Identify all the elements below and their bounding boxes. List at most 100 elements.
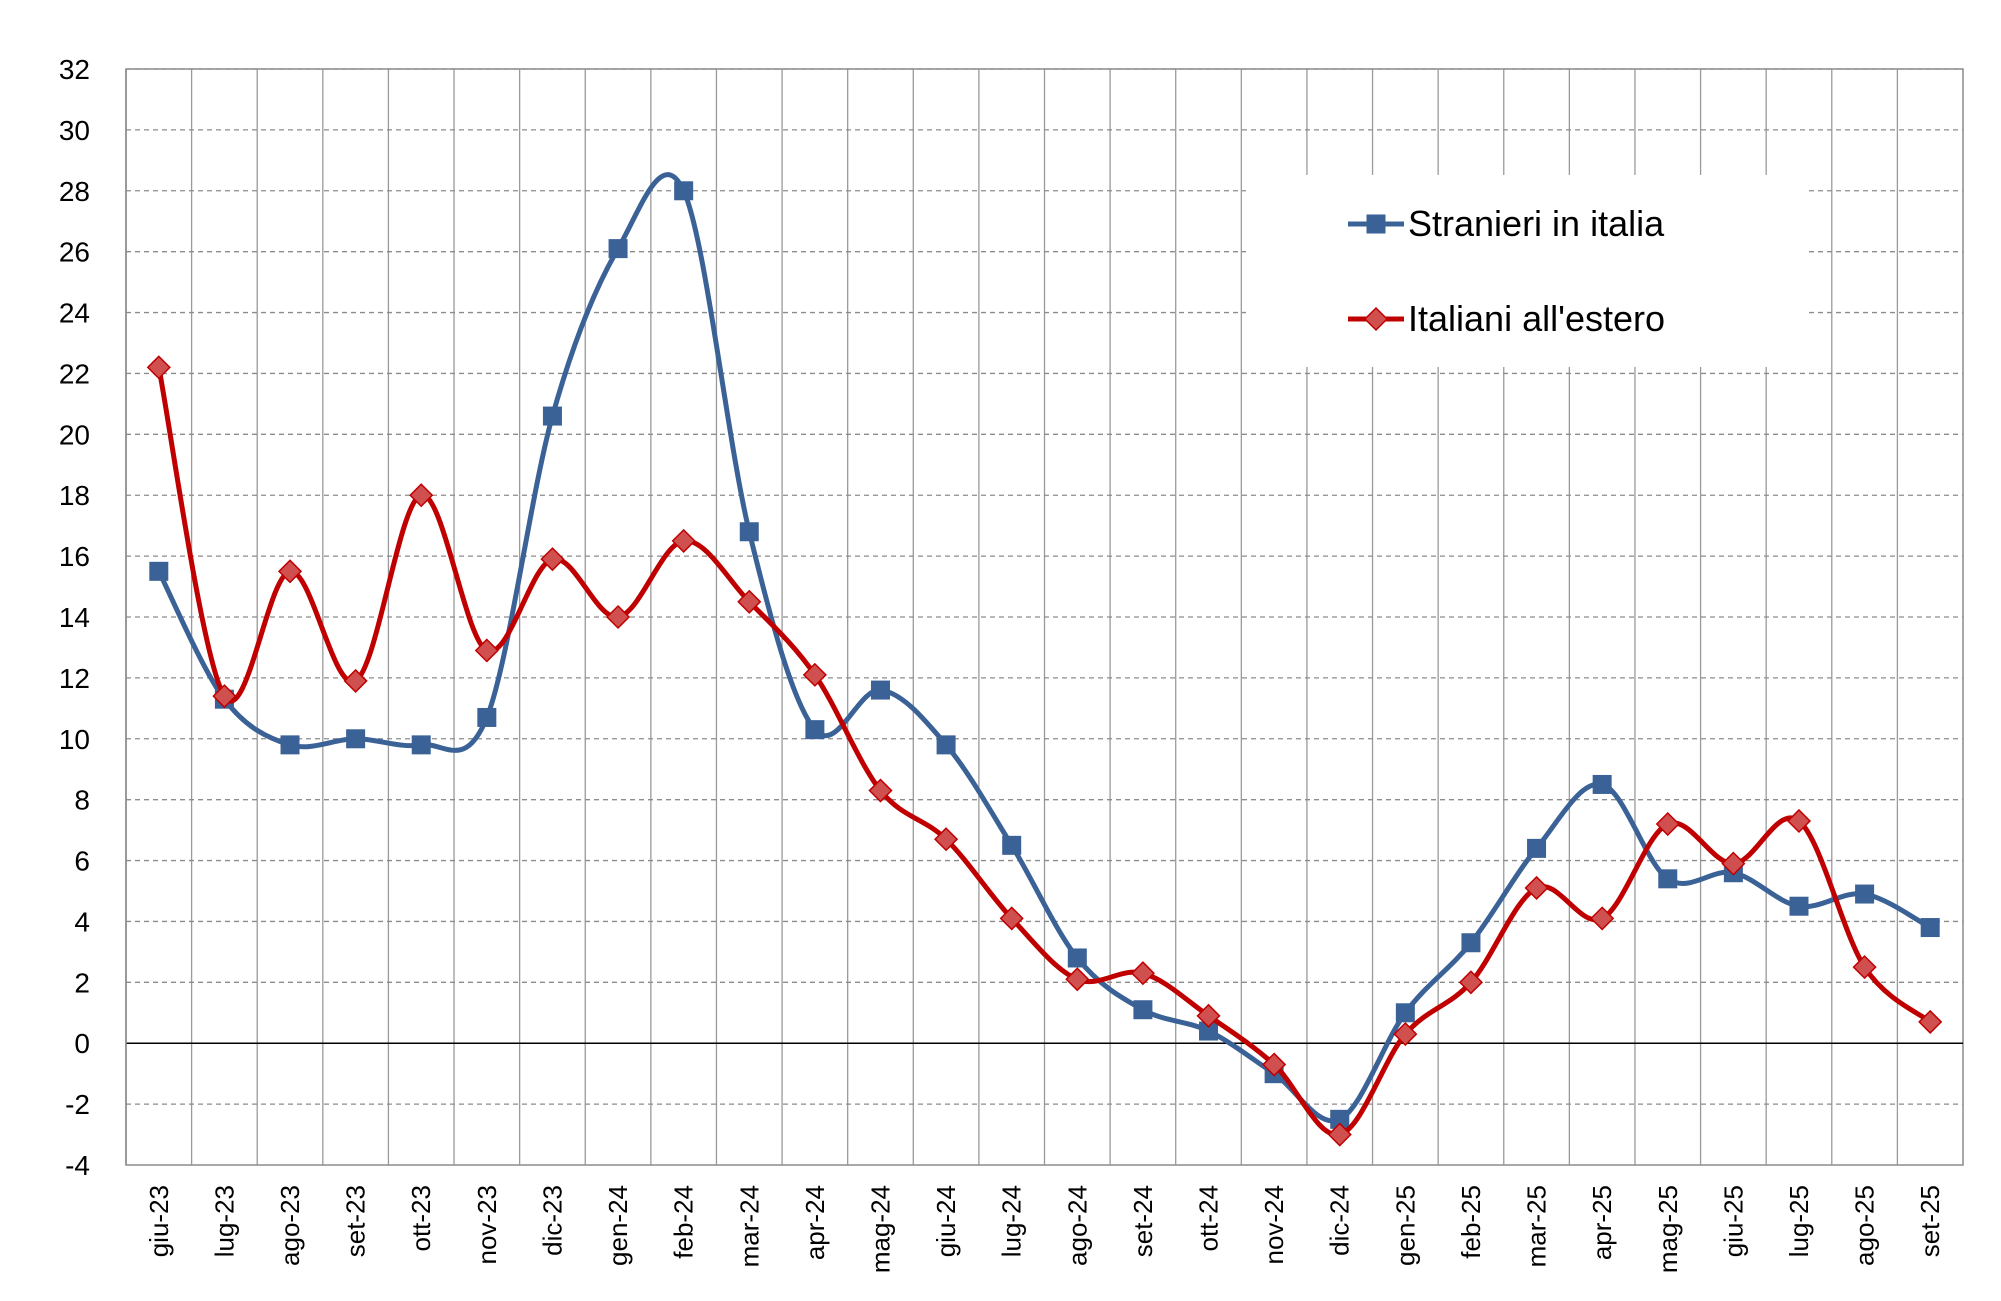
square-marker (1067, 948, 1087, 968)
y-tick-label: 2 (74, 967, 90, 998)
x-tick-label: mag-25 (1653, 1185, 1683, 1273)
square-marker (739, 522, 759, 542)
x-tick-label: apr-24 (800, 1185, 830, 1260)
square-marker (1366, 214, 1386, 234)
diamond-marker (1196, 1003, 1221, 1028)
y-tick-label: 20 (59, 419, 90, 450)
square-marker (936, 735, 956, 755)
diamond-marker (1721, 851, 1746, 876)
diamond-marker (999, 906, 1024, 931)
diamond-marker (671, 528, 696, 553)
y-tick-label: 6 (74, 846, 90, 877)
diamond-marker (934, 827, 959, 852)
square-marker (149, 561, 169, 581)
legend-item: Stranieri in italia (1348, 203, 1665, 244)
diamond-marker (1590, 906, 1615, 931)
diamond-marker (474, 638, 499, 663)
grid (125, 68, 1964, 1166)
y-tick-label: 4 (74, 906, 90, 937)
diamond-marker (1655, 811, 1680, 837)
y-tick-label: 22 (59, 358, 90, 389)
x-tick-label: lug-23 (209, 1185, 239, 1257)
square-marker (477, 707, 497, 727)
diamond-marker (1130, 961, 1155, 986)
y-tick-label: 18 (59, 480, 90, 511)
legend-label: Italiani all'estero (1408, 298, 1665, 339)
x-tick-label: ago-24 (1062, 1185, 1092, 1266)
diamond-marker (1065, 967, 1090, 992)
square-marker (870, 680, 890, 700)
diamond-marker (605, 604, 631, 630)
x-tick-label: giu-25 (1718, 1185, 1748, 1257)
diamond-marker (146, 355, 171, 380)
y-tick-label: 24 (59, 298, 90, 329)
legend: Stranieri in italia Italiani all'estero (1348, 203, 1665, 339)
x-tick-label: ago-25 (1850, 1185, 1880, 1266)
x-tick-label: mag-24 (865, 1185, 895, 1273)
x-tick-label: giu-24 (931, 1185, 961, 1257)
x-tick-label: dic-23 (537, 1185, 567, 1256)
square-marker (346, 729, 366, 749)
x-tick-label: ott-23 (406, 1185, 436, 1252)
square-marker (1527, 838, 1547, 858)
diamond-marker (868, 778, 893, 803)
x-tick-label: gen-24 (603, 1185, 633, 1266)
x-tick-label: dic-24 (1325, 1185, 1355, 1256)
y-tick-label: 30 (59, 115, 90, 146)
diamond-marker (1786, 808, 1812, 834)
diamond-marker (1262, 1052, 1287, 1077)
series-italiani-all-estero (146, 355, 1943, 1147)
x-axis: giu-23 lug-23 ago-23 set-23 ott-23 nov-23 dic-… (144, 1185, 1945, 1273)
square-marker (411, 735, 431, 755)
square-marker (280, 735, 300, 755)
diamond-marker (1393, 1022, 1418, 1047)
y-tick-label: 26 (59, 237, 90, 268)
x-tick-label: gen-25 (1390, 1185, 1420, 1266)
diamond-marker (802, 662, 827, 687)
diamond-marker (1363, 306, 1389, 332)
diamond-marker (1458, 970, 1484, 995)
y-tick-label: -4 (65, 1150, 90, 1181)
legend-label: Stranieri in italia (1408, 203, 1665, 244)
x-tick-label: set-24 (1128, 1185, 1158, 1257)
y-tick-label: 16 (59, 541, 90, 572)
y-tick-label: 32 (59, 54, 90, 85)
x-tick-label: set-23 (341, 1185, 371, 1257)
y-tick-label: 14 (59, 602, 90, 633)
x-tick-label: lug-24 (997, 1185, 1027, 1257)
square-marker (1789, 896, 1809, 916)
x-tick-label: feb-24 (669, 1185, 699, 1259)
diamond-marker (212, 684, 237, 709)
diamond-marker (1918, 1009, 1943, 1034)
square-marker (1395, 1003, 1415, 1023)
y-tick-label: 8 (74, 785, 90, 816)
diamond-marker (540, 547, 565, 572)
square-marker (1855, 884, 1875, 904)
diamond-marker (1327, 1122, 1352, 1147)
x-tick-label: mar-25 (1522, 1185, 1552, 1267)
y-tick-label: -2 (65, 1089, 90, 1120)
square-marker (1461, 933, 1481, 953)
diamond-marker (409, 483, 434, 508)
y-tick-label: 28 (59, 176, 90, 207)
square-marker (542, 406, 562, 426)
square-marker (608, 239, 628, 259)
square-marker (1920, 918, 1940, 938)
square-marker (1592, 774, 1612, 794)
x-tick-label: set-25 (1915, 1185, 1945, 1257)
square-marker (1133, 1000, 1153, 1020)
y-tick-label: 12 (59, 663, 90, 694)
square-marker (805, 720, 825, 740)
x-tick-label: ago-23 (275, 1185, 305, 1266)
x-tick-label: lug-25 (1784, 1185, 1814, 1257)
diamond-marker (1852, 955, 1877, 980)
diamond-marker (277, 559, 303, 584)
y-tick-label: 10 (59, 724, 90, 755)
diamond-marker (737, 589, 762, 614)
legend-item: Italiani all'estero (1348, 298, 1665, 339)
x-tick-label: giu-23 (144, 1185, 174, 1257)
x-tick-label: feb-25 (1456, 1185, 1486, 1259)
x-tick-label: apr-25 (1587, 1185, 1617, 1260)
